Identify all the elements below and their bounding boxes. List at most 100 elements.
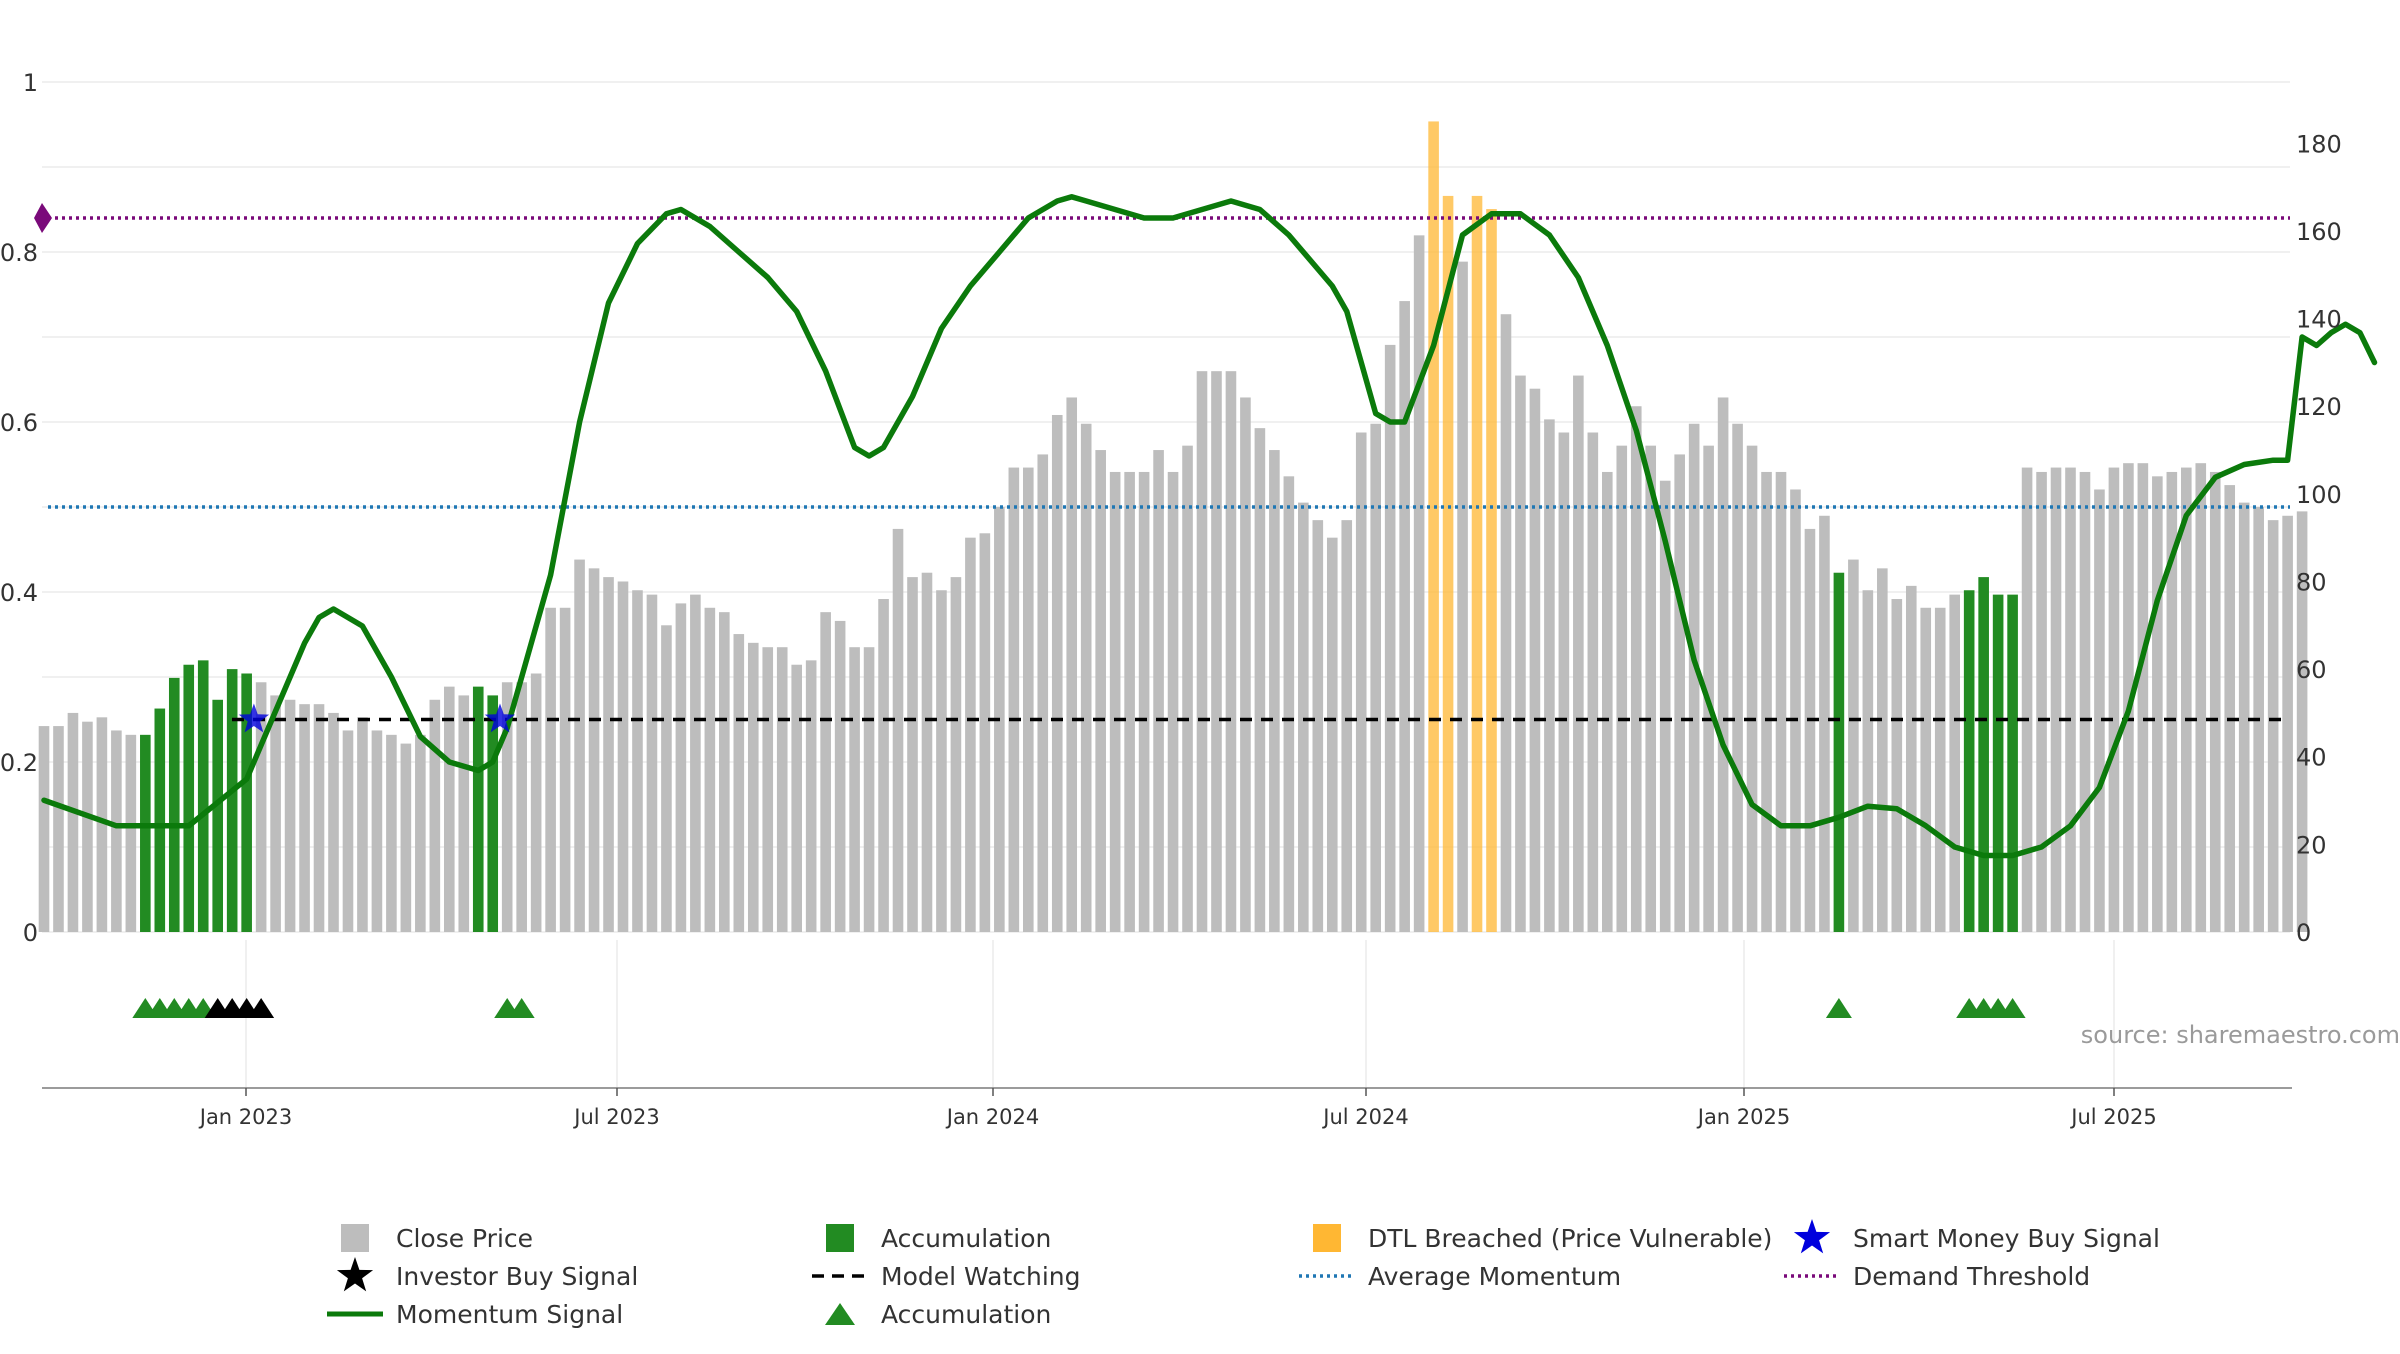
- close-price-bar: [1963, 590, 1975, 932]
- close-price-bar: [212, 699, 223, 932]
- legend-label: DTL Breached (Price Vulnerable): [1368, 1224, 1772, 1253]
- x-tick-label: Jan 2024: [945, 1105, 1040, 1129]
- triangle-marker: [1825, 998, 1852, 1018]
- close-price-bar: [762, 647, 774, 932]
- legend-swatch: [826, 1224, 854, 1252]
- demand-threshold-marker: [34, 203, 52, 233]
- right-tick-label: 60: [2296, 656, 2327, 684]
- close-price-bar: [1413, 235, 1425, 932]
- close-price-bar: [1992, 594, 2004, 932]
- close-price-bar: [2296, 511, 2308, 932]
- right-tick-label: 160: [2296, 218, 2342, 246]
- close-price-bar: [226, 669, 238, 932]
- close-price-bar: [1298, 502, 1309, 932]
- close-price-bar: [516, 682, 527, 932]
- close-price-bar: [1949, 594, 1960, 932]
- close-price-bar: [53, 726, 64, 932]
- x-tick-label: Jul 2024: [1321, 1105, 1408, 1129]
- close-price-bar: [444, 686, 455, 932]
- close-price-bar: [2007, 594, 2018, 932]
- close-price-bar: [2021, 467, 2033, 932]
- close-price-bar: [690, 594, 701, 932]
- triangle-markers: [132, 998, 2026, 1018]
- close-price-bar: [1442, 195, 1454, 932]
- close-price-bar: [1732, 423, 1743, 932]
- close-price-bar: [386, 734, 397, 932]
- close-price-bar: [1934, 607, 1946, 932]
- right-tick-label: 80: [2296, 568, 2327, 596]
- momentum-signal-line: [41, 194, 2378, 859]
- close-price-bar: [284, 699, 296, 932]
- close-price-bar: [1051, 414, 1063, 932]
- close-price-bar: [1674, 454, 1685, 932]
- x-tick-label: Jul 2025: [2069, 1105, 2156, 1129]
- close-price-bar: [1457, 261, 1468, 932]
- close-price-bar: [154, 708, 166, 932]
- close-price-bar: [965, 537, 976, 932]
- legend-label: Close Price: [396, 1224, 533, 1253]
- close-price-bar: [979, 533, 991, 932]
- close-price-bar: [82, 721, 93, 932]
- close-price-bar: [1645, 445, 1657, 932]
- close-price-bar: [675, 603, 687, 932]
- close-price-bar: [2123, 463, 2134, 932]
- triangle-marker: [1999, 998, 2026, 1018]
- axes: Jan 2023 Jul 2023 Jan 2024 Jul 2024 Jan 2025…: [0, 69, 2342, 1129]
- close-price-bar: [950, 577, 962, 932]
- close-price-bar: [1920, 607, 1932, 932]
- close-price-bar: [1283, 476, 1295, 932]
- close-price-bar: [1775, 471, 1787, 932]
- close-price-bar: [530, 673, 542, 932]
- close-price-bar: [2108, 467, 2120, 932]
- legend-star-icon: [336, 1257, 374, 1292]
- close-price-bar: [197, 660, 209, 932]
- close-price-bar: [1153, 450, 1164, 932]
- close-price-bar: [1500, 314, 1512, 932]
- close-price-bar: [111, 730, 122, 932]
- legend-label: Accumulation: [881, 1300, 1051, 1329]
- close-price-bar: [1370, 423, 1381, 932]
- close-price-bar: [936, 590, 947, 932]
- close-price-bar: [501, 682, 513, 932]
- close-price-bar: [472, 686, 484, 932]
- legend-item: Accumulation: [826, 1224, 1051, 1253]
- source-label: source: sharemaestro.com: [2081, 1021, 2400, 1049]
- close-price-bar: [1399, 301, 1410, 933]
- close-price-bar: [2224, 485, 2236, 932]
- close-price-bar: [1587, 432, 1599, 932]
- close-price-bar: [1240, 397, 1251, 932]
- close-price-bar: [270, 695, 281, 932]
- close-price-bar: [1225, 371, 1237, 932]
- right-tick-label: 100: [2296, 481, 2342, 509]
- left-tick-label: 0.8: [0, 239, 38, 267]
- close-price-bar: [2094, 489, 2105, 932]
- close-price-bar: [559, 607, 571, 932]
- right-tick-label: 140: [2296, 306, 2342, 334]
- close-price-bar: [1573, 375, 1584, 932]
- close-price-bar: [255, 682, 267, 932]
- close-price-bar: [1819, 515, 1830, 932]
- close-price-bar: [820, 612, 831, 932]
- close-price-bar: [1312, 520, 1324, 932]
- close-price-bar: [1877, 568, 1888, 932]
- left-tick-label: 0.4: [0, 579, 38, 607]
- legend-swatch: [341, 1224, 369, 1252]
- left-tick-label: 0.2: [0, 749, 38, 777]
- close-price-bar: [1717, 397, 1729, 932]
- close-price-bar: [1659, 480, 1671, 932]
- right-tick-label: 180: [2296, 130, 2342, 158]
- x-tick-label: Jan 2025: [1696, 1105, 1791, 1129]
- triangle-marker: [248, 998, 275, 1018]
- close-price-bar: [719, 612, 730, 932]
- x-tick-label: Jan 2023: [198, 1105, 293, 1129]
- close-price-bar: [1080, 423, 1092, 932]
- close-price-bar: [733, 634, 745, 932]
- close-price-bar: [429, 699, 441, 932]
- legend-label: Investor Buy Signal: [396, 1262, 638, 1291]
- right-tick-label: 0: [2296, 919, 2311, 947]
- close-price-bar: [2065, 467, 2076, 932]
- close-price-bar: [2267, 520, 2279, 932]
- close-price-bar: [357, 717, 368, 932]
- left-tick-label: 1: [23, 69, 38, 97]
